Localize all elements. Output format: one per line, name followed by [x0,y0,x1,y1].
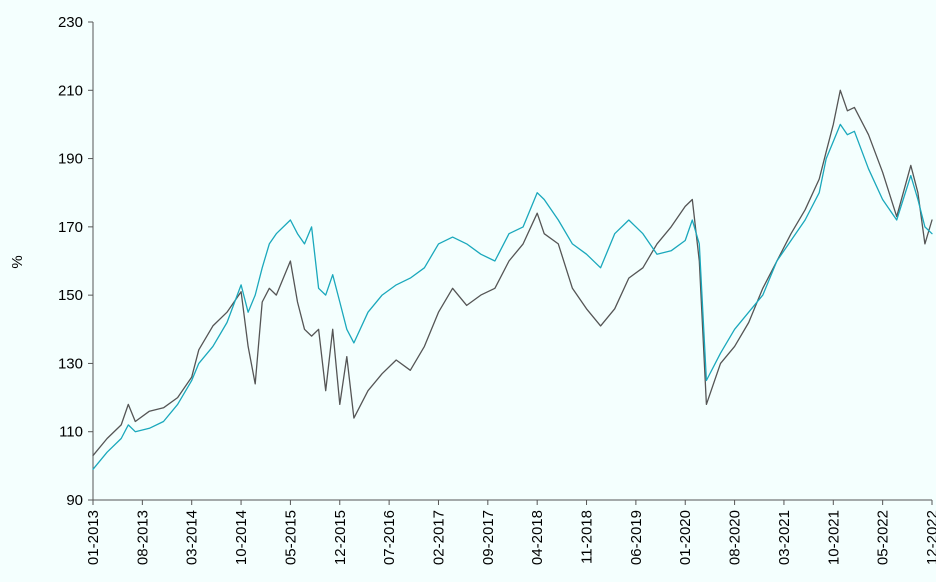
x-tick-label: 03-2014 [184,510,201,565]
x-tick-label: 10-2014 [233,510,250,565]
x-tick-label: 10-2021 [825,510,842,565]
x-tick-label: 09-2017 [480,510,497,565]
x-tick-label: 12-2022 [924,510,936,565]
x-tick-label: 01-2020 [677,510,694,565]
y-tick-label: 230 [58,14,83,31]
series-line-1 [92,89,933,457]
y-tick-label: 190 [58,151,83,168]
x-tick-label: 11-2018 [579,510,596,564]
y-tick-label: 150 [58,287,83,304]
x-tick-label: 08-2013 [134,510,151,565]
y-tick-label: 130 [58,355,83,372]
x-tick-label: 07-2016 [381,510,398,565]
x-tick-label: 01-2013 [85,510,102,565]
x-tick-label: 02-2017 [430,510,447,565]
y-tick-label: 210 [58,82,83,99]
y-tick-label: 170 [58,219,83,236]
y-axis-title: % [9,255,26,268]
x-tick-label: 06-2019 [628,510,645,565]
x-tick-label: 12-2015 [332,510,349,565]
series-line-2 [92,123,933,470]
series-layer [92,89,933,470]
x-tick-label: 08-2020 [727,510,744,565]
y-tick-label: 110 [59,424,83,441]
x-tick-label: 05-2015 [282,510,299,565]
x-tick-label: 04-2018 [529,510,546,565]
x-axis: 01-2013 08-2013 03-2014 10-2014 05-2015 12-20… [85,499,936,565]
x-tick-label: 05-2022 [875,510,892,565]
y-axis: 90 110 130 150 170 190 210 230 [58,14,94,509]
x-tick-label: 03-2021 [776,510,793,565]
y-tick-label: 90 [66,492,83,509]
